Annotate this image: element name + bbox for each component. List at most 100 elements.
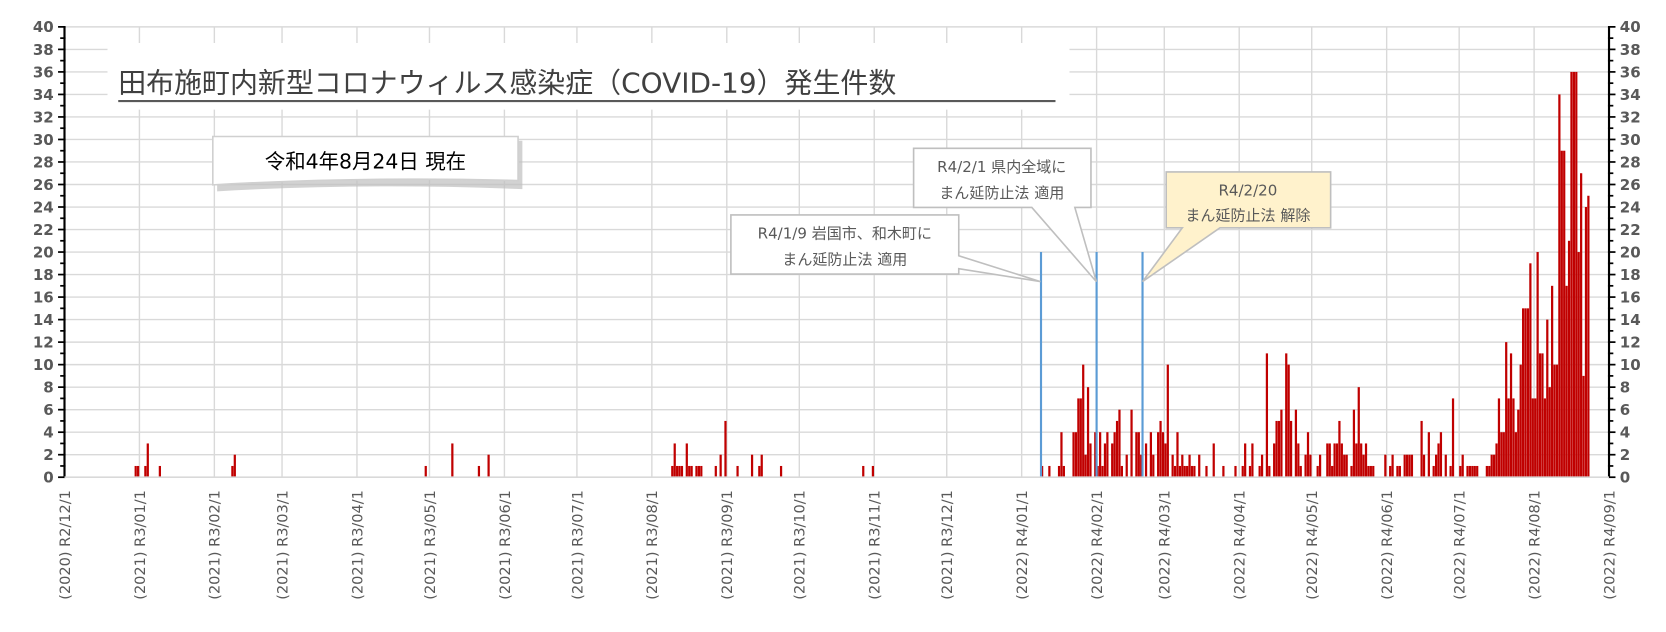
- callouts: R4/1/9 岩国市、和木町に まん延防止法 適用 R4/2/1 県内全域に ま…: [730, 147, 1332, 283]
- bar: [1144, 443, 1148, 478]
- bar: [1572, 71, 1575, 478]
- bar: [1103, 443, 1107, 478]
- bar: [1543, 398, 1546, 478]
- bar: [758, 465, 761, 478]
- bar: [1495, 443, 1498, 478]
- bar: [1468, 465, 1472, 478]
- bar: [1115, 420, 1119, 478]
- y-tick-label-left: 8: [43, 379, 53, 397]
- y-tick-label-left: 28: [33, 153, 54, 171]
- bar: [1529, 263, 1532, 478]
- y-tick-label-left: 4: [43, 424, 53, 442]
- bar: [1251, 443, 1254, 478]
- callout-line2: まん延防止法 解除: [1185, 206, 1310, 224]
- x-tick-label: (2022) R4/08/1: [1527, 490, 1543, 600]
- bar: [1497, 398, 1501, 478]
- bar: [1159, 420, 1162, 478]
- bar: [1149, 432, 1153, 478]
- bar: [1152, 454, 1155, 478]
- bar: [1333, 443, 1336, 478]
- bar: [1362, 454, 1365, 478]
- bar: [1161, 432, 1165, 478]
- bar: [680, 465, 684, 478]
- bar: [1459, 465, 1462, 478]
- bar: [1538, 353, 1542, 478]
- bar: [134, 465, 137, 478]
- bar: [1560, 150, 1563, 478]
- y-tick-label-left: 10: [33, 356, 54, 374]
- bar: [1422, 454, 1426, 478]
- bar: [1171, 454, 1174, 478]
- bar: [1048, 465, 1051, 478]
- bar: [1541, 353, 1544, 478]
- y-tick-label-left: 16: [33, 288, 54, 306]
- y-tick-label-right: 22: [1620, 221, 1641, 239]
- bar: [1275, 420, 1278, 478]
- bar: [1086, 387, 1090, 478]
- bar: [1514, 432, 1517, 478]
- y-tick-label-left: 38: [33, 41, 54, 59]
- y-tick-label-right: 4: [1620, 424, 1630, 442]
- x-tick-label: (2022) R4/09/1: [1602, 490, 1618, 600]
- bar: [451, 443, 454, 478]
- bar: [1178, 465, 1182, 478]
- bar: [1294, 409, 1298, 478]
- y-tick-label-left: 18: [33, 266, 54, 284]
- y-tick-label-left: 36: [33, 63, 54, 81]
- y-tick-label-right: 26: [1620, 176, 1641, 194]
- bar: [1405, 454, 1409, 478]
- bar: [700, 465, 703, 478]
- chart-title: 田布施町内新型コロナウィルス感染症（COVID-19）発生件数: [118, 66, 896, 99]
- bar: [1120, 465, 1123, 478]
- x-tick-label: (2021) R3/12/1: [940, 490, 956, 600]
- y-tick-label-right: 10: [1620, 356, 1641, 374]
- x-tick-label: (2021) R3/11/1: [868, 490, 884, 600]
- bar: [1096, 465, 1099, 478]
- bar: [1297, 443, 1300, 478]
- bar: [736, 465, 739, 478]
- y-tick-label-right: 2: [1620, 446, 1630, 464]
- bar: [1130, 409, 1133, 478]
- callout-line2: まん延防止法 適用: [939, 184, 1064, 202]
- bar: [1384, 454, 1387, 478]
- bar: [1157, 432, 1160, 478]
- bar: [1582, 375, 1585, 478]
- y-tick-label-right: 14: [1620, 311, 1641, 329]
- bar: [1546, 319, 1549, 478]
- bar: [1490, 454, 1493, 478]
- title-box: 田布施町内新型コロナウィルス感染症（COVID-19）発生件数: [107, 42, 1070, 110]
- bar: [760, 454, 763, 478]
- bar: [1427, 432, 1430, 478]
- bar: [1449, 465, 1452, 478]
- bar: [1466, 465, 1469, 478]
- bar: [1396, 465, 1399, 478]
- bar-series: [134, 71, 1590, 478]
- bar: [1106, 432, 1109, 478]
- bar: [1186, 465, 1189, 478]
- bar: [1118, 409, 1121, 478]
- bar: [1352, 409, 1356, 478]
- bar: [1166, 364, 1169, 478]
- y-tick-label-right: 8: [1620, 379, 1630, 397]
- bar: [1555, 364, 1559, 478]
- bar: [1526, 308, 1530, 478]
- x-tick-label: (2022) R4/07/1: [1453, 490, 1469, 600]
- bar: [1328, 443, 1331, 478]
- y-tick-label-right: 34: [1620, 86, 1641, 104]
- bar: [1476, 465, 1479, 478]
- bar: [137, 465, 140, 478]
- x-tick-label: (2021) R3/10/1: [793, 490, 809, 600]
- callout-r4-2-1: R4/2/1 県内全域に まん延防止法 適用: [912, 147, 1098, 283]
- x-tick-label: (2021) R3/09/1: [720, 490, 736, 600]
- bar: [1338, 420, 1341, 478]
- bar: [1188, 454, 1191, 478]
- bar: [1260, 454, 1264, 478]
- callout-r4-1-9: R4/1/9 岩国市、和木町に まん延防止法 適用: [730, 214, 1041, 283]
- bar: [1072, 432, 1075, 478]
- bar: [1580, 173, 1583, 478]
- bar: [1364, 443, 1368, 478]
- bar: [871, 465, 875, 478]
- bar: [1345, 454, 1348, 478]
- bar: [1137, 432, 1140, 478]
